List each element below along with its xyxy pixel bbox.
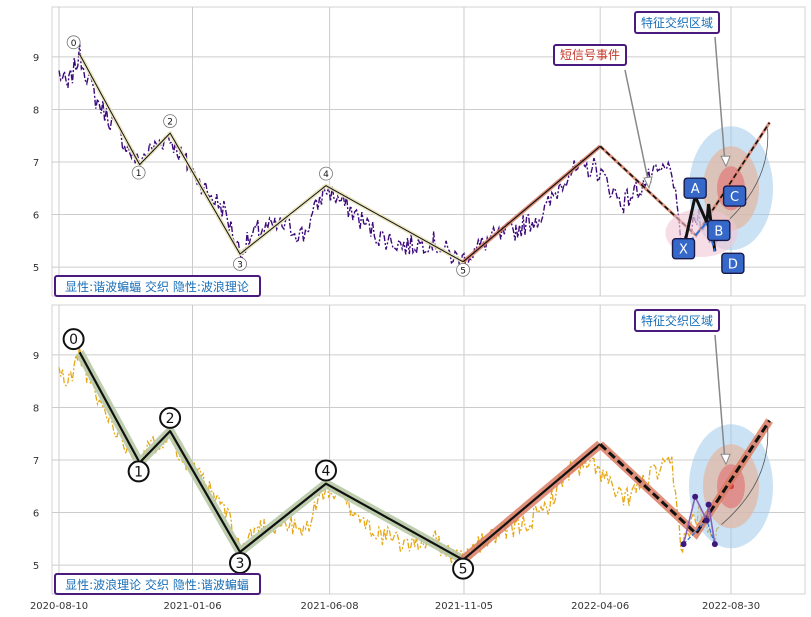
harmonic-label-c: C (730, 190, 739, 205)
harmonic-label-d: D (728, 257, 738, 272)
top-feature-arrowhead (720, 155, 731, 168)
bottom-method-label: 显性:波浪理论 交织 隐性:谐波蝙蝠 (65, 577, 249, 592)
top-wave-marker-4 (319, 166, 333, 181)
short-signal-arrow (624, 69, 649, 181)
bottom-harmonic-point (692, 493, 699, 500)
bottom-y-tick-label: 7 (33, 456, 39, 467)
bottom-wave-label-0: 0 (69, 332, 78, 348)
bottom-harmonic-point (711, 541, 718, 548)
top-wave-marker-5 (456, 262, 470, 277)
top-y-tick-label: 5 (33, 263, 39, 274)
top-panel: 5 6 7 8 9 X A B C D 0 1 2 3 4 5 显性:谐波蝙蝠 交织 隐性:波浪理论 特征交织区域… (33, 6, 806, 297)
bottom-panel: 5 6 7 8 9 0 1 2 3 4 5 显性:波浪理论 交织 隐性:谐波蝙蝠 特征交织区域 (33, 304, 806, 595)
top-price-series (58, 43, 723, 272)
harmonic-point-a (683, 177, 707, 199)
harmonic-point-b (707, 219, 731, 242)
bottom-wave-label-1: 1 (134, 464, 143, 480)
top-wave-marker-0 (66, 35, 81, 50)
bottom-wave-marker-5 (452, 557, 475, 580)
bottom-feature-region-box (634, 309, 720, 332)
bottom-method-label-box (54, 573, 261, 595)
bottom-plot-frame (51, 304, 806, 595)
bottom-harmonic-point (680, 541, 687, 548)
bottom-projection-line (599, 419, 771, 536)
bottom-feature-arrow (714, 334, 726, 462)
x-tick-label: 2021-06-08 (301, 601, 359, 612)
x-tick-label: 2021-11-05 (435, 601, 493, 612)
bottom-wave-marker-2 (159, 406, 182, 429)
harmonic-label-b: B (714, 224, 723, 239)
bottom-harmonic-point (705, 501, 712, 508)
top-y-tick-label: 6 (33, 211, 39, 222)
harmonic-label-x: X (679, 243, 688, 258)
x-tick-label: 2022-04-06 (571, 601, 629, 612)
harmonic-label-a: A (691, 182, 700, 197)
top-y-tick-label: 8 (33, 105, 39, 116)
bottom-y-tick-label: 9 (33, 351, 39, 362)
x-tick-label: 2020-08-10 (30, 601, 88, 612)
harmonic-point-c (722, 185, 747, 207)
bottom-wave-line (78, 351, 464, 561)
x-tick-label: 2022-08-30 (702, 601, 760, 612)
top-curve-arrow (721, 128, 769, 227)
bottom-wave-label-4: 4 (322, 463, 331, 479)
bottom-rise-line (462, 443, 601, 561)
bottom-wave-label-2: 2 (166, 411, 175, 427)
bottom-wave-marker-0 (62, 328, 85, 351)
top-method-label-box (54, 275, 261, 297)
bottom-y-tick-label: 6 (33, 509, 39, 520)
bottom-y-tick-label: 5 (33, 561, 39, 572)
harmonic-point-d (721, 252, 745, 275)
short-signal-box (553, 44, 627, 66)
bottom-wave-marker-1 (127, 460, 150, 483)
top-wave-label-4: 4 (323, 170, 329, 180)
top-wave-label-2: 2 (167, 118, 173, 128)
bottom-wave-label-3: 3 (236, 556, 245, 572)
top-wave-marker-1 (131, 165, 146, 180)
short-signal-arrowhead (643, 176, 653, 190)
top-wave-marker-2 (163, 114, 178, 129)
bottom-feature-arrowhead (720, 453, 731, 466)
top-rise-line (462, 145, 601, 263)
bottom-feature-region-label: 特征交织区域 (641, 313, 713, 328)
bottom-wave-marker-3 (228, 551, 251, 574)
bottom-wave-label-5: 5 (459, 562, 468, 578)
top-wave-label-1: 1 (136, 169, 142, 179)
top-method-label: 显性:谐波蝙蝠 交织 隐性:波浪理论 (65, 279, 249, 294)
short-signal-label: 短信号事件 (560, 48, 620, 62)
top-feature-region-box (634, 11, 720, 34)
top-wave-label-0: 0 (71, 39, 77, 49)
harmonic-point-x (671, 238, 696, 260)
top-wave-line (79, 54, 464, 263)
bottom-y-tick-label: 8 (33, 403, 39, 414)
top-feature-region-label: 特征交织区域 (641, 15, 713, 30)
top-feature-arrow (714, 36, 726, 164)
top-wave-label-3: 3 (237, 260, 243, 270)
bottom-wave-marker-4 (315, 459, 338, 482)
x-axis: 2020-08-10 2021-01-06 2021-06-08 2021-11-05… (30, 601, 760, 612)
top-y-tick-label: 7 (33, 158, 39, 169)
top-wave-marker-3 (233, 257, 247, 271)
bottom-harmonic-point (703, 517, 710, 524)
x-tick-label: 2021-01-06 (163, 601, 221, 612)
bottom-curve-arrow (721, 426, 769, 525)
top-wave-label-5: 5 (460, 266, 466, 276)
top-y-tick-label: 9 (33, 53, 39, 64)
